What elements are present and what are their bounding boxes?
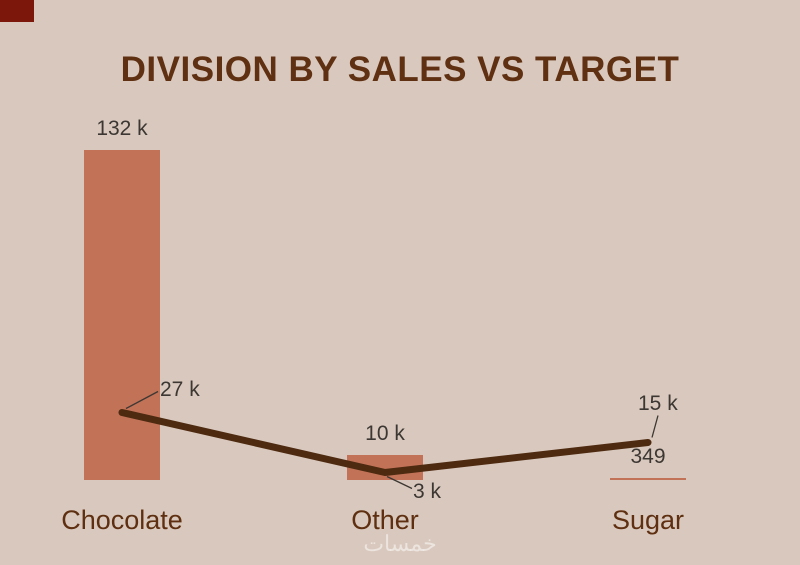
chart-title: DIVISION BY SALES VS TARGET bbox=[120, 50, 680, 89]
bar-value-label: 132 k bbox=[96, 117, 148, 140]
bar-value-label: 10 k bbox=[365, 422, 405, 445]
bar-chocolate bbox=[84, 150, 160, 480]
bar-sugar bbox=[610, 478, 686, 480]
category-label-sugar: Sugar bbox=[611, 505, 685, 535]
watermark-text: خمسات bbox=[363, 531, 437, 556]
target-value-label: 27 k bbox=[160, 377, 200, 401]
target-value-label: 3 k bbox=[413, 479, 442, 503]
category-label-chocolate: Chocolate bbox=[61, 505, 183, 535]
leader-line bbox=[125, 390, 159, 410]
target-value-label: 15 k bbox=[638, 391, 678, 415]
target-line bbox=[118, 409, 652, 476]
leader-line bbox=[651, 415, 659, 438]
leader-line bbox=[386, 475, 413, 490]
bar-value-label: 349 bbox=[630, 445, 666, 468]
corner-accent-shape bbox=[0, 0, 34, 22]
category-label-other: Other bbox=[351, 505, 419, 535]
